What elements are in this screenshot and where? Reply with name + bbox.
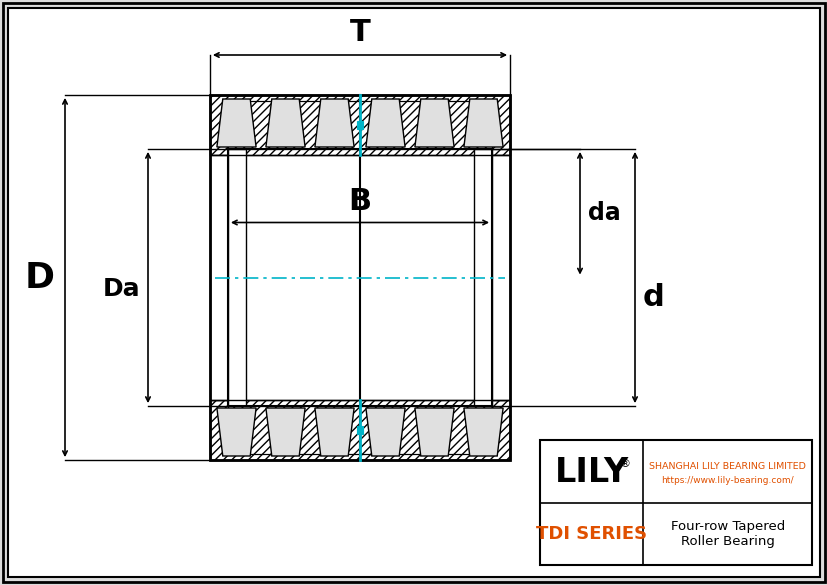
Polygon shape (414, 99, 453, 147)
Bar (227, 406, 491, 454)
Text: B: B (348, 188, 371, 216)
Bar (210, 400, 509, 460)
Text: ®: ® (619, 459, 630, 470)
Polygon shape (414, 408, 453, 456)
Bar (210, 95, 509, 460)
Polygon shape (366, 408, 404, 456)
Text: Da: Da (103, 277, 140, 301)
Polygon shape (314, 99, 354, 147)
Text: d: d (643, 283, 664, 312)
Bar (487, 155, 509, 400)
Polygon shape (217, 408, 256, 456)
Text: da: da (587, 201, 620, 225)
Bar (473, 149, 491, 406)
Text: https://www.lily-bearing.com/: https://www.lily-bearing.com/ (661, 476, 793, 485)
Bar (227, 149, 246, 406)
Bar (227, 101, 491, 149)
Bar (356, 426, 362, 434)
Text: TDI SERIES: TDI SERIES (535, 525, 647, 543)
Text: Four-row Tapered
Roller Bearing: Four-row Tapered Roller Bearing (670, 519, 784, 548)
Polygon shape (217, 99, 256, 147)
Bar (210, 155, 232, 400)
Text: LILY: LILY (554, 456, 628, 489)
Bar (227, 101, 491, 149)
Polygon shape (463, 408, 503, 456)
Text: T: T (349, 18, 370, 47)
Polygon shape (265, 408, 304, 456)
Bar (356, 121, 362, 129)
Polygon shape (463, 99, 503, 147)
Text: D: D (25, 260, 55, 294)
Bar (227, 406, 491, 454)
Bar (210, 400, 509, 460)
Polygon shape (366, 99, 404, 147)
Bar (210, 95, 509, 155)
Text: SHANGHAI LILY BEARING LIMITED: SHANGHAI LILY BEARING LIMITED (648, 462, 805, 471)
Bar (210, 95, 509, 155)
Bar (539, 440, 811, 565)
Polygon shape (314, 408, 354, 456)
Polygon shape (265, 99, 304, 147)
